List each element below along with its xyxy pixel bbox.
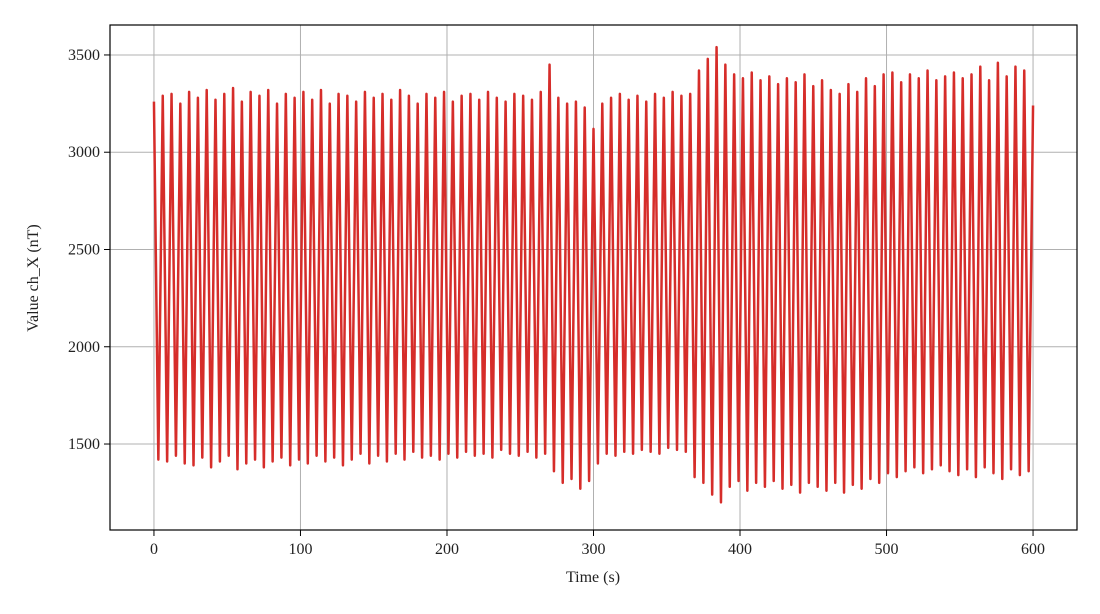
x-tick-label: 200 <box>435 541 459 558</box>
y-tick-label: 1500 <box>68 436 100 453</box>
data-line <box>152 45 1035 504</box>
x-tick-label: 500 <box>875 541 899 558</box>
y-tick-label: 2000 <box>68 339 100 356</box>
plot-frame <box>109 24 1078 531</box>
x-axis-label: Time (s) <box>566 569 620 586</box>
x-tick-label: 400 <box>728 541 752 558</box>
y-tick-label: 3500 <box>68 47 100 64</box>
y-tick-label: 3000 <box>68 144 100 161</box>
x-tick-label: 0 <box>150 541 158 558</box>
y-axis-label: Value ch_X (nT) <box>25 224 42 332</box>
x-tick-label: 100 <box>288 541 312 558</box>
x-tick-label: 600 <box>1021 541 1045 558</box>
x-tick-label: 300 <box>582 541 606 558</box>
y-tick-label: 2500 <box>68 241 100 258</box>
